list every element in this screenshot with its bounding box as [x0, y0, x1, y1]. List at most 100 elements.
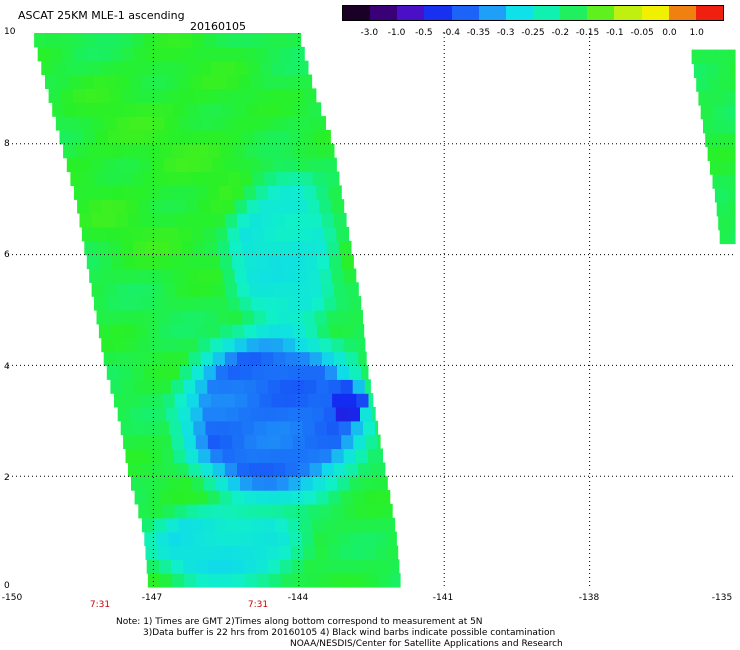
main-swath-cell	[227, 476, 241, 491]
main-swath-cell	[232, 254, 245, 270]
main-swath-cell	[143, 365, 156, 380]
main-swath-cell	[340, 490, 354, 505]
east-swath-cell	[705, 132, 718, 148]
main-swath-cell	[270, 337, 284, 353]
main-swath-cell	[141, 406, 155, 422]
main-swath-cell	[229, 531, 242, 547]
main-swath-cell	[270, 268, 284, 283]
main-swath-cell	[329, 573, 343, 588]
main-swath-cell	[111, 254, 124, 270]
east-swath-cell	[718, 215, 731, 231]
main-swath-cell	[159, 323, 173, 339]
main-swath-cell	[123, 434, 136, 450]
main-swath-cell	[219, 379, 233, 394]
east-swath-cell	[724, 105, 736, 120]
main-swath-cell	[270, 102, 283, 117]
main-swath-cell	[179, 476, 193, 491]
main-swath-cell	[105, 74, 119, 89]
main-swath-cell	[131, 476, 144, 491]
main-swath-cell	[285, 213, 299, 228]
main-swath-cell	[142, 296, 156, 311]
main-swath-cell	[237, 116, 251, 131]
east-swath-cell	[706, 63, 719, 78]
main-swath-cell	[125, 199, 139, 214]
main-swath-cell	[94, 296, 107, 311]
main-swath-cell	[235, 503, 248, 519]
main-swath-cell	[321, 351, 335, 366]
main-swath-cell	[329, 323, 342, 339]
main-swath-cell	[191, 476, 205, 491]
main-swath-cell	[380, 503, 393, 519]
main-swath-cell	[137, 102, 150, 117]
main-swath-cell	[133, 88, 147, 103]
main-swath-cell	[278, 310, 291, 325]
main-swath-cell	[217, 240, 231, 256]
colorbar-segment	[451, 6, 479, 20]
east-swath-cell	[731, 229, 736, 245]
main-swath-cell	[333, 462, 347, 477]
main-swath-cell	[200, 351, 214, 366]
main-swath-cell	[299, 406, 313, 422]
main-swath-cell	[120, 420, 134, 436]
main-swath-cell	[285, 351, 299, 366]
east-swath-cell	[734, 160, 736, 175]
main-swath-cell	[150, 60, 164, 76]
main-swath-cell	[120, 240, 134, 256]
colorbar-segment	[532, 6, 561, 20]
main-swath-cell	[154, 74, 167, 89]
main-swath-cell	[283, 337, 296, 353]
main-swath-cell	[224, 462, 238, 477]
colorbar-segment	[695, 6, 723, 20]
main-swath-cell	[217, 310, 231, 325]
main-swath-cell	[287, 406, 300, 422]
main-swath-cell	[128, 213, 141, 228]
main-swath-cell	[338, 240, 352, 256]
main-swath-cell	[82, 33, 96, 48]
main-swath-cell	[282, 102, 296, 117]
main-swath-cell	[70, 171, 84, 186]
main-swath-cell	[229, 310, 243, 325]
main-swath-cell	[258, 102, 271, 117]
main-swath-cell	[297, 282, 311, 297]
main-swath-cell	[292, 323, 306, 339]
main-swath-cell	[307, 268, 320, 283]
main-swath-cell	[169, 545, 183, 560]
main-swath-cell	[134, 46, 148, 62]
main-swath-cell	[297, 157, 310, 173]
east-swath-cell	[728, 49, 736, 65]
main-swath-cell	[167, 33, 180, 48]
main-swath-cell	[115, 157, 128, 173]
main-swath-cell	[122, 379, 136, 394]
main-swath-cell	[304, 185, 317, 200]
main-swath-cell	[132, 240, 146, 256]
main-swath-cell	[302, 310, 316, 325]
main-swath-cell	[64, 102, 77, 117]
main-swath-cell	[229, 130, 242, 145]
main-swath-cell	[252, 476, 265, 491]
main-swath-cell	[86, 46, 99, 62]
main-swath-cell	[214, 74, 228, 89]
main-swath-cell	[194, 88, 207, 103]
main-swath-cell	[243, 379, 257, 394]
main-swath-cell	[348, 296, 362, 311]
main-swath-cell	[183, 323, 197, 339]
main-swath-cell	[276, 476, 290, 491]
main-swath-cell	[183, 379, 196, 394]
main-swath-cell	[134, 490, 148, 505]
main-swath-cell	[152, 462, 165, 477]
main-swath-cell	[307, 503, 321, 519]
main-swath-cell	[295, 448, 308, 463]
main-swath-cell	[240, 33, 253, 48]
main-swath-cell	[341, 323, 354, 339]
main-swath-cell	[179, 33, 193, 48]
main-swath-cell	[364, 559, 378, 574]
main-swath-cell	[305, 143, 319, 159]
main-swath-cell	[166, 296, 180, 311]
main-swath-cell	[275, 74, 288, 89]
main-swath-cell	[258, 448, 272, 463]
main-swath-cell	[300, 296, 313, 311]
colorbar-segment	[478, 6, 506, 20]
main-swath-cell	[341, 573, 355, 588]
main-swath-cell	[80, 116, 93, 131]
main-swath-cell	[175, 157, 189, 173]
